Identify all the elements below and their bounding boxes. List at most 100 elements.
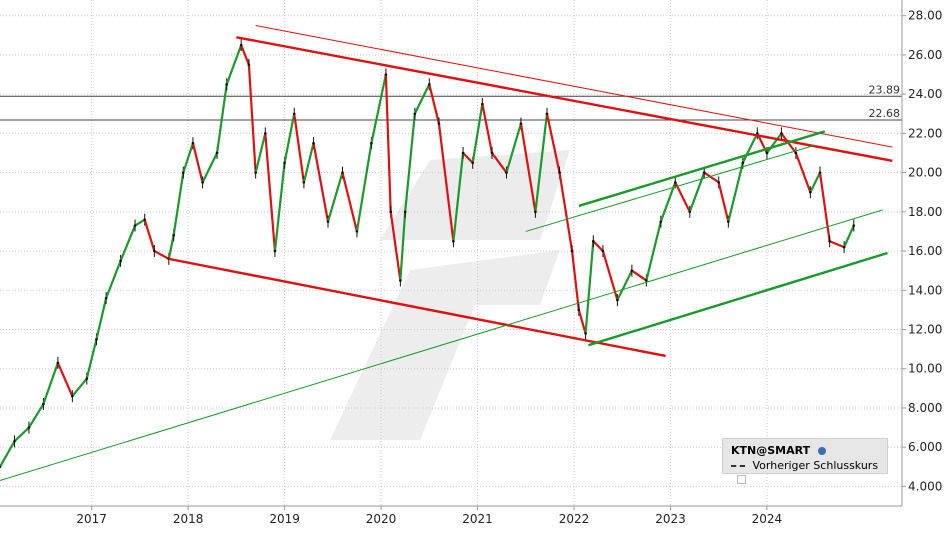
y-tick-label: 20.00: [908, 166, 942, 180]
price-segment: [326, 171, 344, 223]
price-point: [673, 181, 677, 184]
price-segment: [558, 171, 574, 253]
trendline: [255, 25, 893, 148]
price-segment: [133, 218, 146, 227]
price-point: [505, 171, 508, 174]
price-segment: [828, 240, 846, 249]
price-segment: [71, 377, 88, 398]
price-point: [273, 249, 277, 253]
price-point: [659, 220, 663, 223]
price-point: [56, 361, 60, 365]
price-segment: [592, 240, 605, 253]
price-segment: [225, 44, 243, 86]
price-segment: [645, 220, 662, 282]
price-point: [780, 132, 783, 135]
price-point: [27, 426, 31, 429]
price-segment: [437, 122, 455, 243]
price-point: [545, 112, 549, 116]
price-point: [191, 141, 195, 145]
price-point: [247, 63, 251, 67]
price-segment: [471, 102, 484, 164]
price-segment: [843, 224, 855, 249]
price-point: [283, 161, 286, 165]
price-segment: [399, 210, 407, 282]
y-tick-label: 28.00: [908, 9, 942, 23]
price-segment: [293, 112, 305, 184]
price-point: [201, 181, 204, 184]
y-tick-label: 4.000: [908, 479, 942, 493]
price-segment: [283, 112, 296, 164]
price-point: [42, 402, 45, 406]
price-segment: [191, 142, 204, 184]
price-segment: [765, 132, 783, 155]
globe-icon: [817, 447, 826, 455]
price-point: [341, 171, 344, 174]
x-tick-label: 2022: [559, 512, 590, 526]
price-segment: [13, 426, 31, 443]
price-point: [645, 279, 648, 282]
price-point: [717, 181, 721, 184]
price-point: [794, 151, 798, 155]
y-tick-label: 16.00: [908, 244, 942, 258]
price-segment: [630, 269, 648, 282]
price-segment: [264, 132, 277, 253]
price-point: [852, 224, 856, 227]
price-point: [254, 171, 257, 174]
price-segment: [42, 361, 59, 406]
price-segment: [818, 171, 831, 243]
price-point: [534, 210, 537, 214]
y-tick-label: 24.00: [908, 87, 942, 101]
price-segment: [370, 73, 387, 145]
price-point: [326, 220, 330, 223]
price-segment: [534, 112, 549, 213]
y-tick-label: 14.00: [908, 283, 942, 297]
price-point: [519, 122, 523, 125]
horizontal-level-label: 23.89: [869, 83, 901, 96]
price-point: [558, 171, 561, 174]
price-segment: [741, 132, 759, 164]
price-segment: [727, 161, 744, 223]
price-point: [630, 269, 634, 272]
price-segment: [404, 112, 416, 213]
price-segment: [577, 308, 587, 335]
price-point: [591, 239, 595, 243]
price-point: [584, 332, 587, 335]
price-point: [370, 141, 373, 145]
checkbox-icon[interactable]: [737, 474, 746, 484]
price-point: [0, 465, 2, 469]
price-segment: [215, 83, 228, 155]
price-point: [71, 394, 74, 398]
price-point: [355, 230, 359, 233]
price-segment: [85, 338, 98, 380]
y-tick-label: 26.00: [908, 48, 942, 62]
price-point: [153, 249, 156, 253]
price-point: [302, 181, 306, 184]
price-segment: [302, 142, 315, 184]
price-point: [471, 161, 475, 165]
price-segment: [703, 171, 720, 184]
price-segment: [201, 151, 219, 184]
price-segment: [428, 83, 441, 125]
price-segment: [584, 240, 595, 335]
price-point: [570, 249, 574, 253]
price-segment: [167, 234, 175, 260]
price-segment: [659, 181, 677, 223]
trendline: [578, 130, 826, 208]
price-point: [481, 102, 484, 106]
price-point: [741, 161, 745, 165]
price-point: [104, 296, 108, 300]
price-segment: [717, 181, 730, 223]
price-point: [688, 210, 692, 214]
price-point: [181, 171, 185, 174]
price-segment: [505, 122, 523, 174]
price-point: [172, 234, 175, 237]
chart-legend: KTN@SMART Vorheriger Schlusskurs: [722, 438, 888, 484]
price-segment: [384, 73, 392, 213]
price-segment: [809, 171, 822, 194]
price-point: [312, 141, 315, 145]
y-tick-label: 22.00: [908, 126, 942, 140]
x-tick-label: 2024: [752, 512, 783, 526]
price-point: [490, 151, 494, 155]
price-segment: [273, 161, 286, 253]
price-segment: [674, 181, 691, 213]
